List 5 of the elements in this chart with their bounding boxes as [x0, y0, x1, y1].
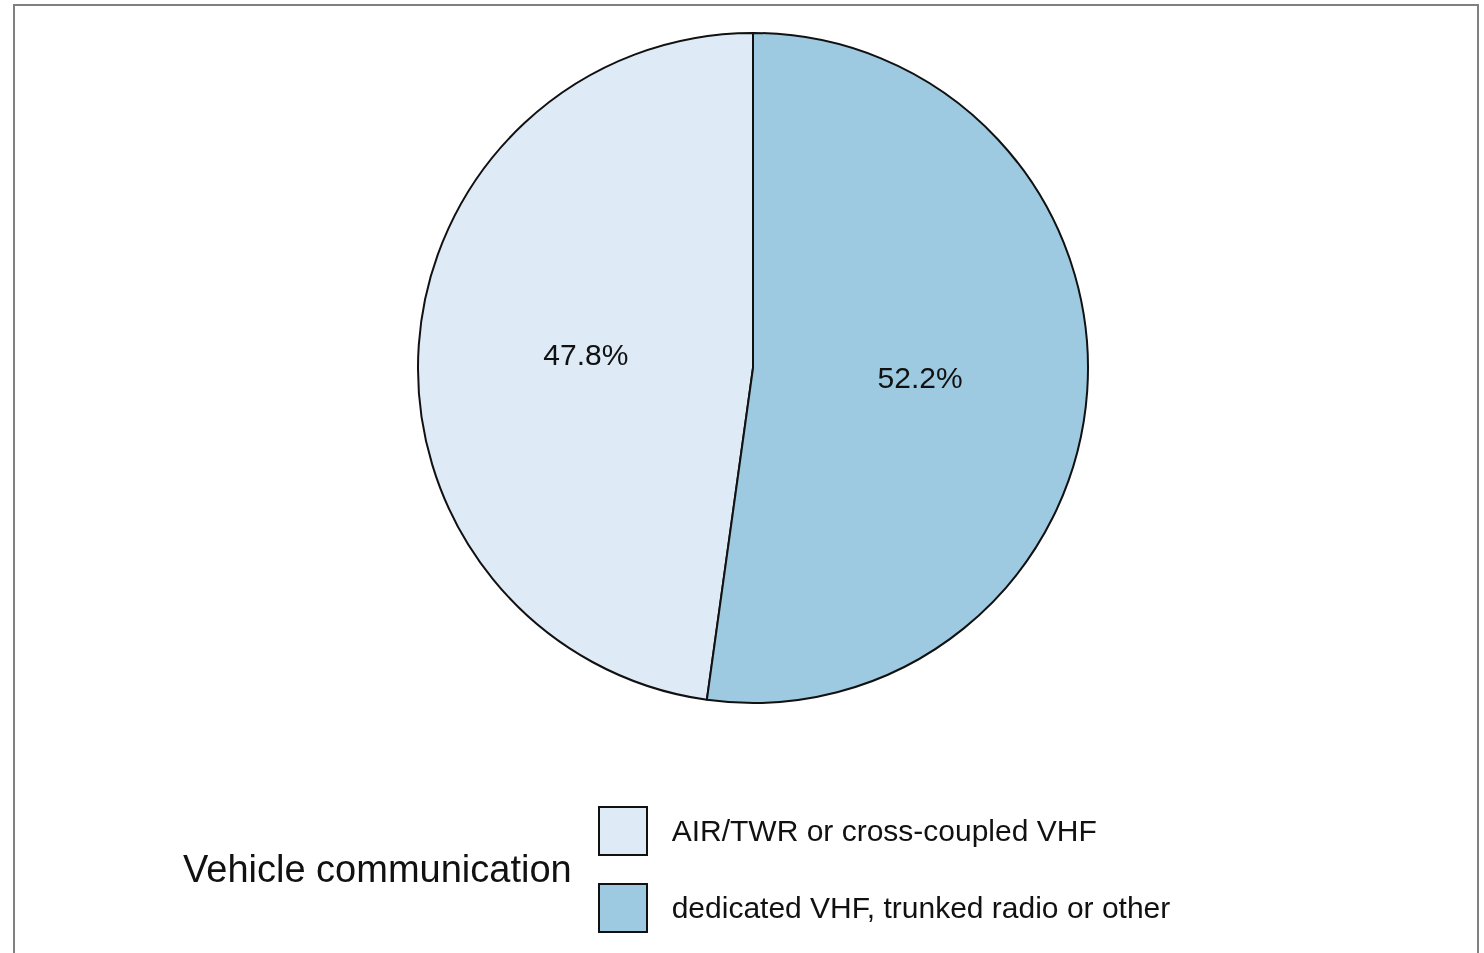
- legend-label: AIR/TWR or cross-coupled VHF: [671, 813, 1097, 848]
- legend-title: Vehicle communication: [183, 847, 572, 891]
- data-label: 47.8%: [543, 337, 629, 371]
- data-label: 52.2%: [877, 360, 963, 394]
- legend-label: dedicated VHF, trunked radio or other: [671, 890, 1171, 925]
